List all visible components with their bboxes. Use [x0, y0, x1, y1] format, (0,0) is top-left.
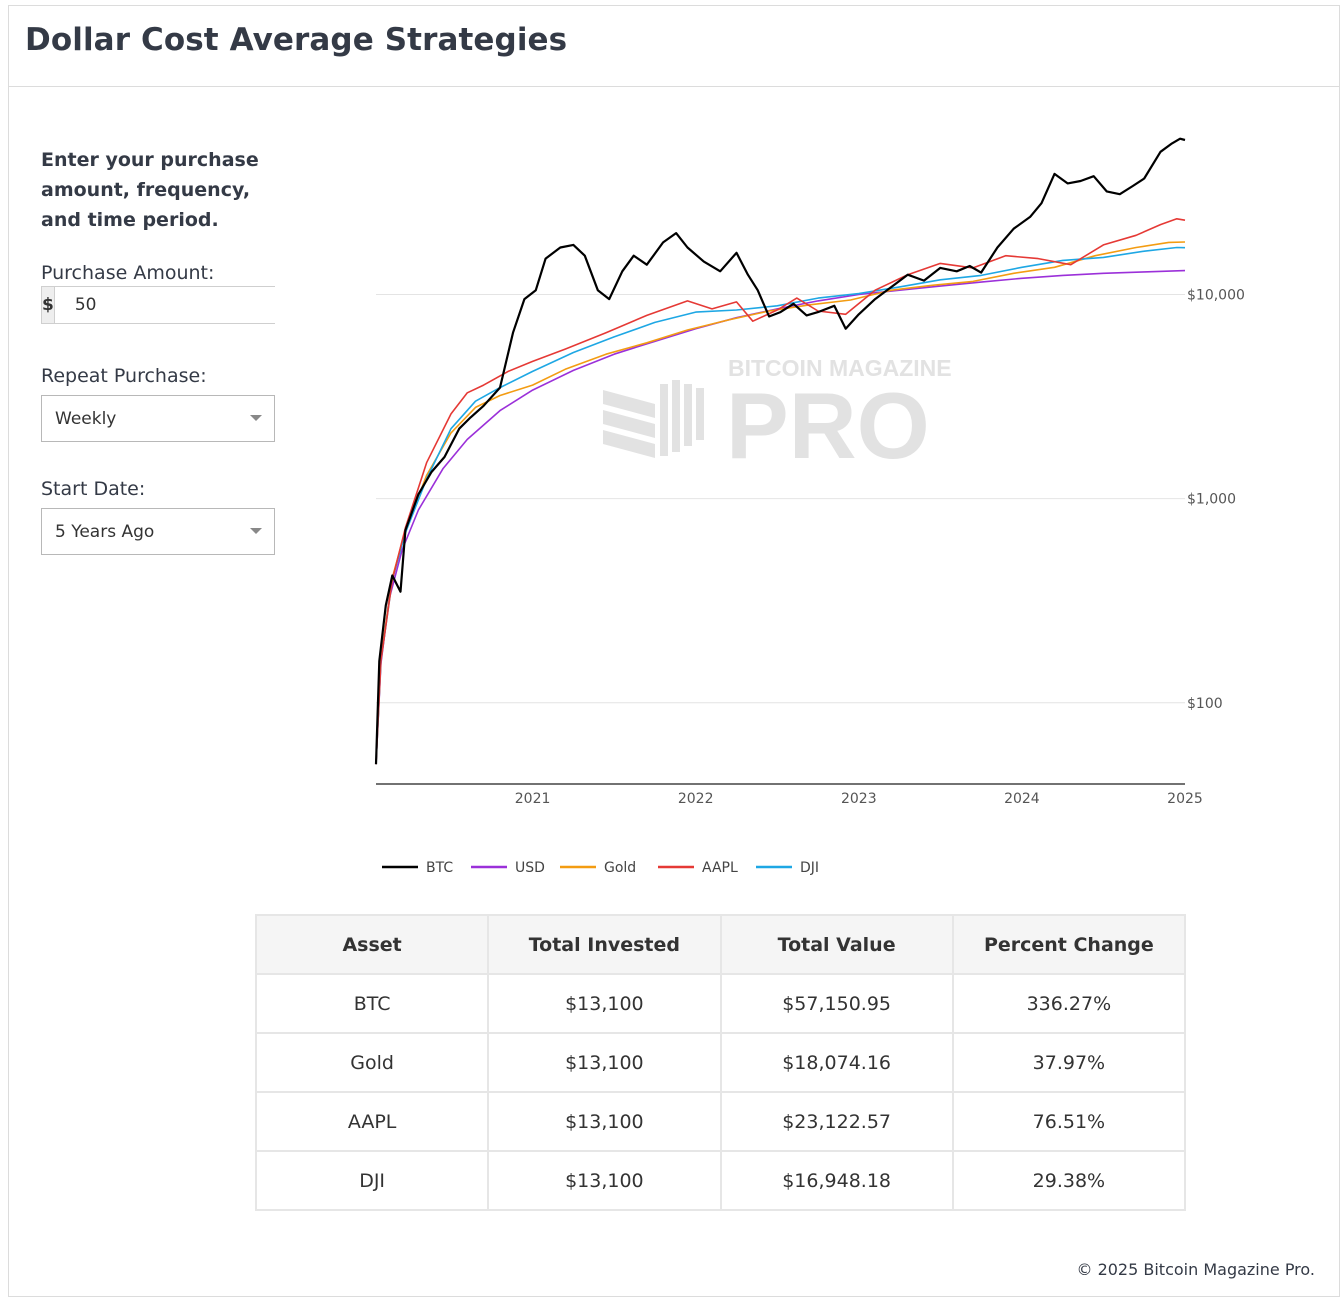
watermark-line1: BITCOIN MAGAZINE [728, 355, 952, 381]
legend-label-usd[interactable]: USD [515, 860, 545, 876]
table-row: DJI $13,100 $16,948.18 29.38% [254, 1150, 1187, 1211]
cell-total-invested: $13,100 [487, 1032, 722, 1093]
purchase-amount-input[interactable] [54, 287, 294, 323]
series-line-dji [375, 246, 1186, 765]
cell-asset: BTC [254, 973, 490, 1034]
table-header-row: Asset Total Invested Total Value Percent… [254, 914, 1187, 975]
cell-total-invested: $13,100 [487, 1091, 722, 1152]
form-intro: Enter your purchase amount, frequency, a… [41, 149, 259, 231]
x-tick-label: 2022 [678, 791, 714, 807]
page-title: Dollar Cost Average Strategies [25, 22, 568, 58]
repeat-purchase-value: Weekly [55, 408, 117, 429]
legend-label-gold[interactable]: Gold [604, 860, 636, 876]
x-tick-label: 2025 [1167, 791, 1203, 807]
header-total-invested: Total Invested [487, 914, 722, 975]
start-date-label: Start Date: [41, 478, 146, 500]
watermark: BITCOIN MAGAZINE PRO [603, 355, 952, 478]
header-asset: Asset [254, 914, 490, 975]
card-header [9, 6, 1339, 87]
cell-total-value: $18,074.16 [719, 1032, 954, 1093]
dca-chart: BITCOIN MAGAZINE PRO $100 $1,000 $10,000 20… [374, 137, 1245, 876]
series-line-usd [375, 269, 1186, 765]
header-total-value: Total Value [719, 914, 954, 975]
cell-percent-change: 37.97% [951, 1032, 1187, 1093]
cell-total-value: $57,150.95 [719, 973, 954, 1034]
cell-total-value: $16,948.18 [719, 1150, 954, 1211]
cell-total-invested: $13,100 [487, 1150, 722, 1211]
y-tick-label: $10,000 [1187, 288, 1245, 304]
cell-asset: AAPL [254, 1091, 490, 1152]
x-tick-label: 2023 [841, 791, 877, 807]
series-line-aapl [375, 218, 1186, 765]
cell-total-invested: $13,100 [487, 973, 722, 1034]
table-row: AAPL $13,100 $23,122.57 76.51% [254, 1091, 1187, 1152]
y-tick-label: $100 [1187, 696, 1223, 712]
table-row: Gold $13,100 $18,074.16 37.97% [254, 1032, 1187, 1093]
series-line-btc [374, 137, 1186, 765]
watermark-line2: PRO [726, 373, 930, 478]
cell-total-value: $23,122.57 [719, 1091, 954, 1152]
legend-label-dji[interactable]: DJI [800, 860, 819, 876]
y-tick-label: $1,000 [1187, 492, 1236, 508]
footer-copyright: © 2025 Bitcoin Magazine Pro. [1076, 1260, 1315, 1279]
cell-asset: Gold [254, 1032, 490, 1093]
x-tick-label: 2024 [1004, 791, 1040, 807]
chevron-down-icon [250, 528, 262, 534]
results-table: Asset Total Invested Total Value Percent… [254, 914, 1187, 1211]
repeat-purchase-label: Repeat Purchase: [41, 365, 207, 387]
table-row: BTC $13,100 $57,150.95 336.27% [254, 973, 1187, 1034]
legend-label-btc[interactable]: BTC [426, 860, 453, 876]
repeat-purchase-select[interactable]: Weekly [41, 395, 275, 442]
cell-asset: DJI [254, 1150, 490, 1211]
cell-percent-change: 76.51% [951, 1091, 1187, 1152]
header-percent-change: Percent Change [951, 914, 1187, 975]
purchase-amount-group: $ [41, 286, 294, 324]
cell-percent-change: 29.38% [951, 1150, 1187, 1211]
series-line-gold [375, 241, 1186, 765]
watermark-logo-icon [603, 380, 704, 458]
legend-label-aapl[interactable]: AAPL [702, 860, 738, 876]
chevron-down-icon [250, 415, 262, 421]
purchase-amount-label: Purchase Amount: [41, 262, 215, 284]
start-date-select[interactable]: 5 Years Ago [41, 508, 275, 555]
cell-percent-change: 336.27% [951, 973, 1187, 1034]
x-tick-label: 2021 [515, 791, 551, 807]
start-date-value: 5 Years Ago [55, 521, 155, 542]
currency-prefix: $ [42, 287, 55, 323]
